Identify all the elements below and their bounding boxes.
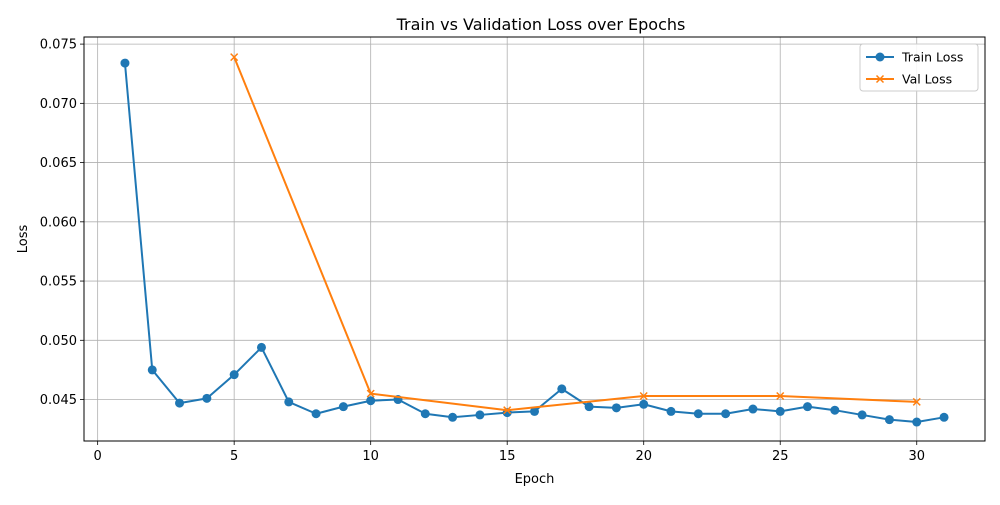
train-loss-point	[666, 406, 676, 416]
x-tick-label: 0	[94, 449, 102, 464]
val-loss-point	[366, 389, 375, 398]
series-layer	[120, 53, 949, 427]
train-loss-point	[338, 402, 348, 412]
train-loss-point	[912, 417, 922, 427]
x-tick-label: 20	[635, 449, 652, 464]
x-tick-label: 5	[230, 449, 238, 464]
val-loss-line	[233, 56, 917, 412]
val-loss-point	[912, 397, 921, 406]
train-loss-point	[256, 342, 266, 352]
y-tick-label: 0.070	[40, 97, 77, 112]
x-tick-label: 10	[362, 449, 379, 464]
grid	[84, 37, 985, 441]
train-loss-point	[611, 403, 621, 413]
chart-title: Train vs Validation Loss over Epochs	[396, 15, 686, 34]
train-loss-point	[775, 406, 785, 416]
train-loss-point	[639, 399, 649, 409]
train-loss-point	[584, 402, 594, 412]
train-loss-point	[120, 58, 130, 68]
train-loss-point	[202, 393, 212, 403]
train-loss-point	[557, 384, 567, 394]
train-loss-point	[311, 409, 321, 419]
y-tick-label: 0.060	[40, 215, 77, 230]
train-loss-point	[448, 412, 458, 422]
ticks: 0 5 10 15 20 25 30 0.045 0.050 0.055 0.060 0.065 0.0…	[40, 38, 925, 464]
train-loss-point	[857, 410, 867, 420]
y-tick-label: 0.045	[40, 393, 77, 408]
legend-train-label: Train Loss	[901, 50, 963, 65]
val-loss-point	[639, 391, 648, 401]
y-tick-label: 0.055	[40, 275, 77, 290]
x-tick-label: 25	[772, 449, 789, 464]
x-tick-label: 30	[908, 449, 925, 464]
val-loss-point	[230, 53, 239, 62]
val-loss-point	[776, 391, 785, 401]
train-loss-point	[147, 365, 157, 375]
legend: Train Loss Val Loss	[859, 43, 979, 92]
train-loss-point	[475, 410, 485, 420]
train-loss-point	[420, 409, 430, 419]
train-loss-point	[175, 398, 185, 408]
train-loss-point	[748, 404, 758, 414]
x-axis-label: Epoch	[515, 472, 555, 487]
plot-frame	[83, 36, 986, 442]
legend-val-label: Val Loss	[902, 72, 952, 87]
train-loss-point	[229, 370, 239, 380]
x-tick-label: 15	[499, 449, 516, 464]
train-loss-point	[884, 415, 894, 425]
val-loss-point	[503, 406, 512, 415]
y-tick-label: 0.075	[40, 38, 77, 53]
train-loss-point	[693, 409, 703, 419]
train-loss-point	[721, 409, 731, 419]
train-loss-point	[830, 405, 840, 415]
y-tick-label: 0.050	[40, 334, 77, 349]
train-loss-point	[530, 406, 539, 416]
y-axis-label: Loss	[16, 225, 31, 254]
train-loss-line	[123, 62, 945, 424]
train-loss-point	[366, 396, 376, 406]
train-loss-point	[284, 397, 294, 407]
legend-val-marker	[875, 74, 885, 84]
legend-train-marker	[875, 52, 885, 62]
train-loss-point	[939, 412, 949, 422]
train-loss-point	[803, 402, 813, 412]
y-tick-label: 0.065	[40, 156, 77, 171]
